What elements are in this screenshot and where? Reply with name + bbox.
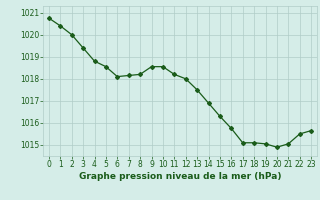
X-axis label: Graphe pression niveau de la mer (hPa): Graphe pression niveau de la mer (hPa) xyxy=(79,172,281,181)
